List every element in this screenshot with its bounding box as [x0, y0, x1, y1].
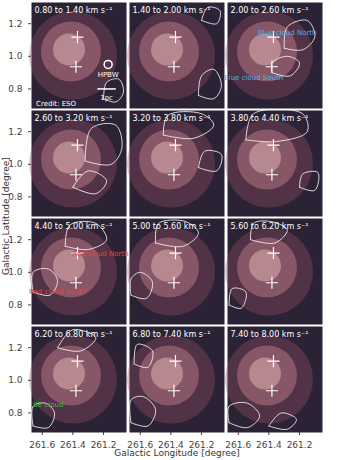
svg-text:0.8: 0.8: [8, 191, 23, 202]
svg-text:261.2: 261.2: [287, 440, 313, 450]
svg-text:1.0: 1.0: [8, 51, 23, 61]
svg-text:2.00 to 2.60 km s⁻¹: 2.00 to 2.60 km s⁻¹: [231, 6, 309, 15]
svg-text:261.6: 261.6: [127, 439, 154, 450]
svg-text:0.8: 0.8: [8, 408, 23, 418]
svg-text:261.4: 261.4: [158, 439, 184, 450]
svg-text:Blue cloud South: Blue cloud South: [224, 74, 283, 82]
html-text:Galactic Longitude [degree]: Galactic Longitude [degree]: [114, 448, 240, 458]
svg-text:Red cloud North: Red cloud North: [72, 250, 128, 258]
svg-text:261.4: 261.4: [60, 440, 86, 450]
svg-text:1.0: 1.0: [8, 267, 23, 278]
svg-text:6.20 to 6.80 km s⁻¹: 6.20 to 6.80 km s⁻¹: [35, 330, 113, 339]
svg-text:0.80 to 1.40 km s⁻¹: 0.80 to 1.40 km s⁻¹: [35, 6, 113, 15]
svg-text:0.8: 0.8: [8, 300, 23, 310]
svg-text:Credit: ESO: Credit: ESO: [36, 100, 77, 108]
html-text:Galactic Latitude [degree]: Galactic Latitude [degree]: [1, 157, 11, 275]
svg-text:6.80 to 7.40 km s⁻¹: 6.80 to 7.40 km s⁻¹: [133, 330, 211, 339]
svg-text:3.20 to 3.80 km s⁻¹: 3.20 to 3.80 km s⁻¹: [133, 114, 211, 123]
svg-text:261.2: 261.2: [188, 439, 215, 450]
svg-text:1.40 to 2.00 km s⁻¹: 1.40 to 2.00 km s⁻¹: [133, 6, 211, 15]
svg-text:261.6: 261.6: [225, 439, 252, 450]
svg-text:3.80 to 4.40 km s⁻¹: 3.80 to 4.40 km s⁻¹: [231, 114, 309, 123]
svg-text:7.40 to 8.00 km s⁻¹: 7.40 to 8.00 km s⁻¹: [231, 330, 309, 339]
svg-text:261.6: 261.6: [29, 440, 55, 450]
svg-text:1.0: 1.0: [8, 375, 23, 385]
svg-text:4.40 to 5.00 km s⁻¹: 4.40 to 5.00 km s⁻¹: [35, 222, 113, 231]
svg-text:Blue cloud North: Blue cloud North: [258, 29, 316, 37]
svg-text:2.60 to 3.20 km s⁻¹: 2.60 to 3.20 km s⁻¹: [35, 114, 113, 123]
svg-text:5.00 to 5.60 km s⁻¹: 5.00 to 5.60 km s⁻¹: [133, 222, 211, 231]
svg-text:5.60 to 6.20 km s⁻¹: 5.60 to 6.20 km s⁻¹: [231, 222, 309, 231]
svg-text:1.2: 1.2: [8, 343, 22, 353]
svg-text:1.2: 1.2: [8, 234, 23, 245]
svg-text:Red cloud South: Red cloud South: [29, 288, 86, 296]
svg-text:HPBW: HPBW: [98, 71, 119, 79]
svg-text:261.2: 261.2: [91, 440, 117, 450]
svg-text:1.0: 1.0: [8, 159, 23, 170]
svg-text:1.2: 1.2: [8, 127, 22, 137]
svg-text:1.2: 1.2: [8, 19, 22, 29]
svg-text:1pc: 1pc: [100, 94, 113, 102]
svg-text:261.4: 261.4: [256, 440, 282, 450]
svg-text:SE cloud: SE cloud: [33, 401, 63, 409]
svg-text:0.8: 0.8: [8, 84, 23, 94]
